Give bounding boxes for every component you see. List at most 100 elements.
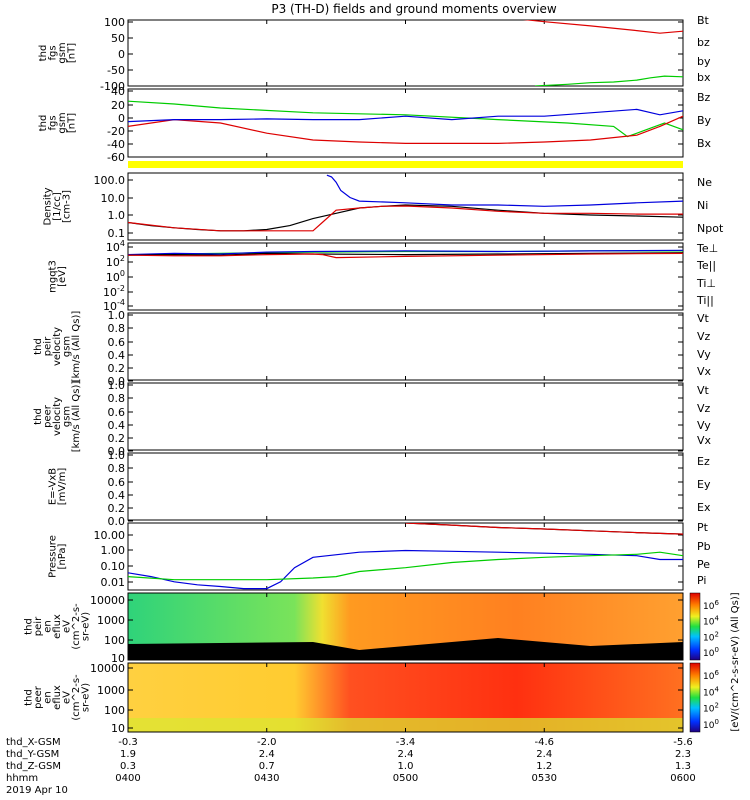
temp-ytick-label: 10-4 — [103, 298, 125, 313]
colorbar-tick-label: 104 — [703, 615, 719, 628]
bgse-ylabel-line: [nT] — [66, 113, 77, 133]
temp-ylabel-line: [eV] — [57, 266, 68, 287]
espec-ylabel-line: en — [43, 691, 54, 704]
efield-legend-Ex: Ex — [697, 501, 711, 514]
orbit-date: 2019 Apr 10 — [6, 785, 68, 796]
pressure-series-Pb — [405, 523, 683, 535]
bgse-ytick-label: -20 — [107, 125, 125, 138]
espec-ytick-label: 10000 — [90, 662, 125, 675]
bgsm-ylabel-line: fgs — [47, 45, 58, 60]
temp-ytick-label: 102 — [106, 254, 125, 269]
orbit-value: 0.7 — [259, 761, 275, 772]
temp-legend-Ti||: Ti|| — [696, 294, 714, 307]
vi-legend-Vz: Vz — [697, 330, 711, 343]
orbit-value: -5.6 — [673, 737, 693, 748]
bgsm-series-bz — [522, 20, 683, 34]
ispec-ylabel-line: eflux — [52, 614, 63, 639]
density-legend-Ne: Ne — [697, 176, 712, 189]
efield-ytick-label: 0.4 — [108, 489, 126, 502]
pressure-ytick-label: 0.01 — [101, 576, 126, 589]
orbit-value: -2.0 — [257, 737, 277, 748]
orbit-value: 2.4 — [536, 749, 552, 760]
espec-ylabel-line: peer — [33, 685, 44, 709]
orbit-value: 0430 — [254, 773, 279, 784]
vi-ytick-label: 0.0 — [108, 375, 126, 388]
bgsm-ylabel-line: gsm — [57, 42, 68, 63]
vi-ytick-label: 0.6 — [108, 336, 126, 349]
pressure-ylabel-line: Pressure — [47, 535, 58, 578]
orbit-value: 1.0 — [398, 761, 414, 772]
panel-ispec: 10000 1000 100 10 thdpeirenefluxeV(cm^2-s-sr… — [24, 592, 684, 665]
ve-legend-Vx: Vx — [697, 434, 712, 447]
orbit-value: 0530 — [532, 773, 557, 784]
ispec-ytick-label: 100 — [104, 634, 125, 647]
bgse-frame — [127, 88, 684, 158]
vi-ylabel-line: velocity — [52, 327, 63, 366]
orbit-value: -4.6 — [534, 737, 554, 748]
orbit-row-label: thd_Y-GSM — [6, 749, 59, 760]
bgse-ytick-label: 20 — [111, 99, 125, 112]
espec-ylabel-line: eV — [62, 691, 73, 704]
bgse-legend-Bx: Bx — [697, 137, 712, 150]
density-legend-Ni: Ni — [697, 199, 708, 212]
ve-ytick-label: 0.8 — [108, 392, 126, 405]
efield-legend-Ez: Ez — [697, 455, 710, 468]
vi-ytick-label: 1.0 — [108, 309, 126, 322]
ispec-ylabel-line: (cm^2-s- — [71, 603, 82, 650]
figure-title: P3 (TH-D) fields and ground moments over… — [271, 2, 556, 16]
pressure-ylabel-line: [nPa] — [57, 543, 68, 569]
pressure-legend-Pi: Pi — [697, 574, 706, 587]
ve-ytick-label: 0.6 — [108, 406, 126, 419]
efield-ytick-label: 1.0 — [108, 449, 126, 462]
orbit-value: 2.3 — [675, 749, 691, 760]
bgsm-ytick-label: 50 — [111, 32, 125, 45]
ve-ylabel-line: gsm — [62, 406, 73, 427]
ve-ylabel-line: [km/s (All Qs)] — [71, 381, 82, 453]
temp-ytick-label: 100 — [106, 269, 125, 284]
ve-ytick-label: 0.0 — [108, 445, 126, 458]
temp-legend-Ti⊥: Ti⊥ — [696, 277, 716, 290]
vi-ylabel-line: peir — [43, 336, 54, 356]
temp-ytick-label: 104 — [106, 239, 125, 254]
pressure-series-Pi — [128, 549, 683, 590]
espec-ylabel-line: (cm^2-s- — [71, 674, 82, 721]
orbit-value: 1.9 — [120, 749, 136, 760]
density-ylabel-line: [cm-3] — [62, 190, 73, 223]
efield-frame — [127, 452, 684, 521]
bgsm-series-by — [534, 75, 683, 86]
ispec-ytick-label: 1000 — [97, 614, 125, 627]
density-ytick-label: 10.0 — [101, 192, 126, 205]
density-legend-Npot: Npot — [697, 222, 724, 235]
ispec-ytick-label: 10 — [111, 652, 125, 665]
pressure-legend-Pe: Pe — [697, 558, 710, 571]
bgse-series-Bx — [128, 108, 683, 123]
ve-ylabel-line: peer — [43, 404, 54, 428]
bgsm-ytick-label: 100 — [104, 16, 125, 29]
panel-efield: 1.00.80.60.40.20.0 E=-VxB[mV/m] Ez Ey Ex — [47, 449, 711, 528]
orbit-value: -0.3 — [118, 737, 138, 748]
density-series-Ni — [128, 204, 683, 232]
density-ylabel-line: Density — [43, 187, 54, 225]
ve-legend-Vz: Vz — [697, 402, 711, 415]
ve-ytick-label: 1.0 — [108, 379, 126, 392]
orbit-value: 0500 — [393, 773, 418, 784]
orbit-row-label: hhmm — [6, 773, 38, 784]
vi-legend-Vt: Vt — [697, 312, 710, 325]
vi-ylabel-line: gsm — [62, 336, 73, 357]
bgse-legend-Bz: Bz — [697, 91, 711, 104]
pressure-legend-Pb: Pb — [697, 540, 711, 553]
espec-ylabel-line: eflux — [52, 685, 63, 710]
ispec-ylabel-line: eV — [62, 620, 73, 633]
colorbar-tick-label: 102 — [703, 702, 719, 715]
pressure-legend-Pt: Pt — [697, 521, 709, 534]
orbit-value: 1.3 — [675, 761, 691, 772]
vi-ylabel-line: thd — [33, 338, 44, 355]
bgse-ylabel-line: gsm — [57, 112, 68, 133]
panel-pressure: 10.00 1.00 0.10 0.01 Pressure[nPa] Pt Pb Pe Pi — [47, 521, 711, 591]
temp-ytick-label: 10-2 — [103, 284, 125, 299]
pressure-ytick-label: 0.10 — [101, 560, 126, 573]
efield-ylabel-line: E=-VxB — [47, 468, 58, 505]
density-series-Npot — [326, 174, 683, 207]
